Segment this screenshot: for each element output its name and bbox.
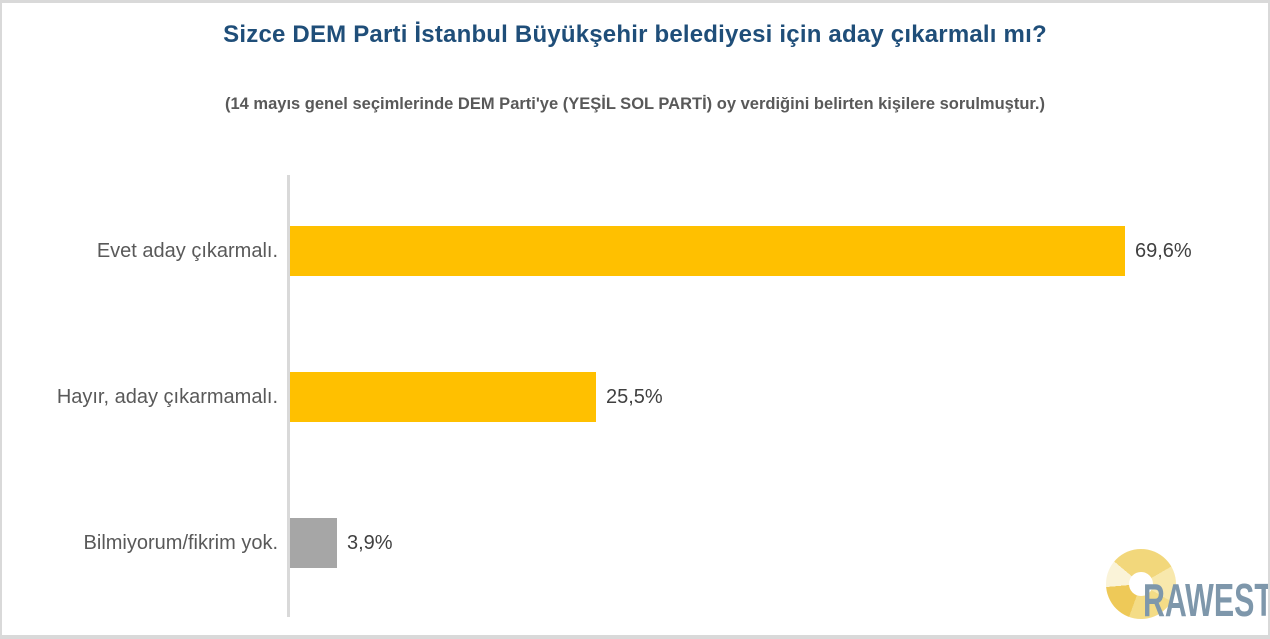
bar bbox=[290, 518, 337, 568]
bar bbox=[290, 226, 1125, 276]
category-axis-line bbox=[287, 175, 290, 617]
rawest-logo-ring-icon bbox=[1106, 549, 1176, 619]
value-label: 69,6% bbox=[1135, 240, 1192, 262]
category-label: Hayır, aday çıkarmamalı. bbox=[56, 386, 278, 408]
chart-subtitle: (14 mayıs genel seçimlerinde DEM Parti'y… bbox=[224, 95, 1046, 113]
category-label: Evet aday çıkarmalı. bbox=[96, 240, 278, 262]
value-label: 3,9% bbox=[347, 532, 393, 554]
rawest-logo-ring-hole bbox=[1129, 572, 1153, 596]
value-label: 25,5% bbox=[606, 386, 663, 408]
rawest-logo-text: RAWEST bbox=[1143, 574, 1270, 626]
category-label: Bilmiyorum/fikrim yok. bbox=[83, 532, 278, 554]
bar bbox=[290, 372, 596, 422]
chart-title: Sizce DEM Parti İstanbul Büyükşehir bele… bbox=[223, 21, 1047, 48]
